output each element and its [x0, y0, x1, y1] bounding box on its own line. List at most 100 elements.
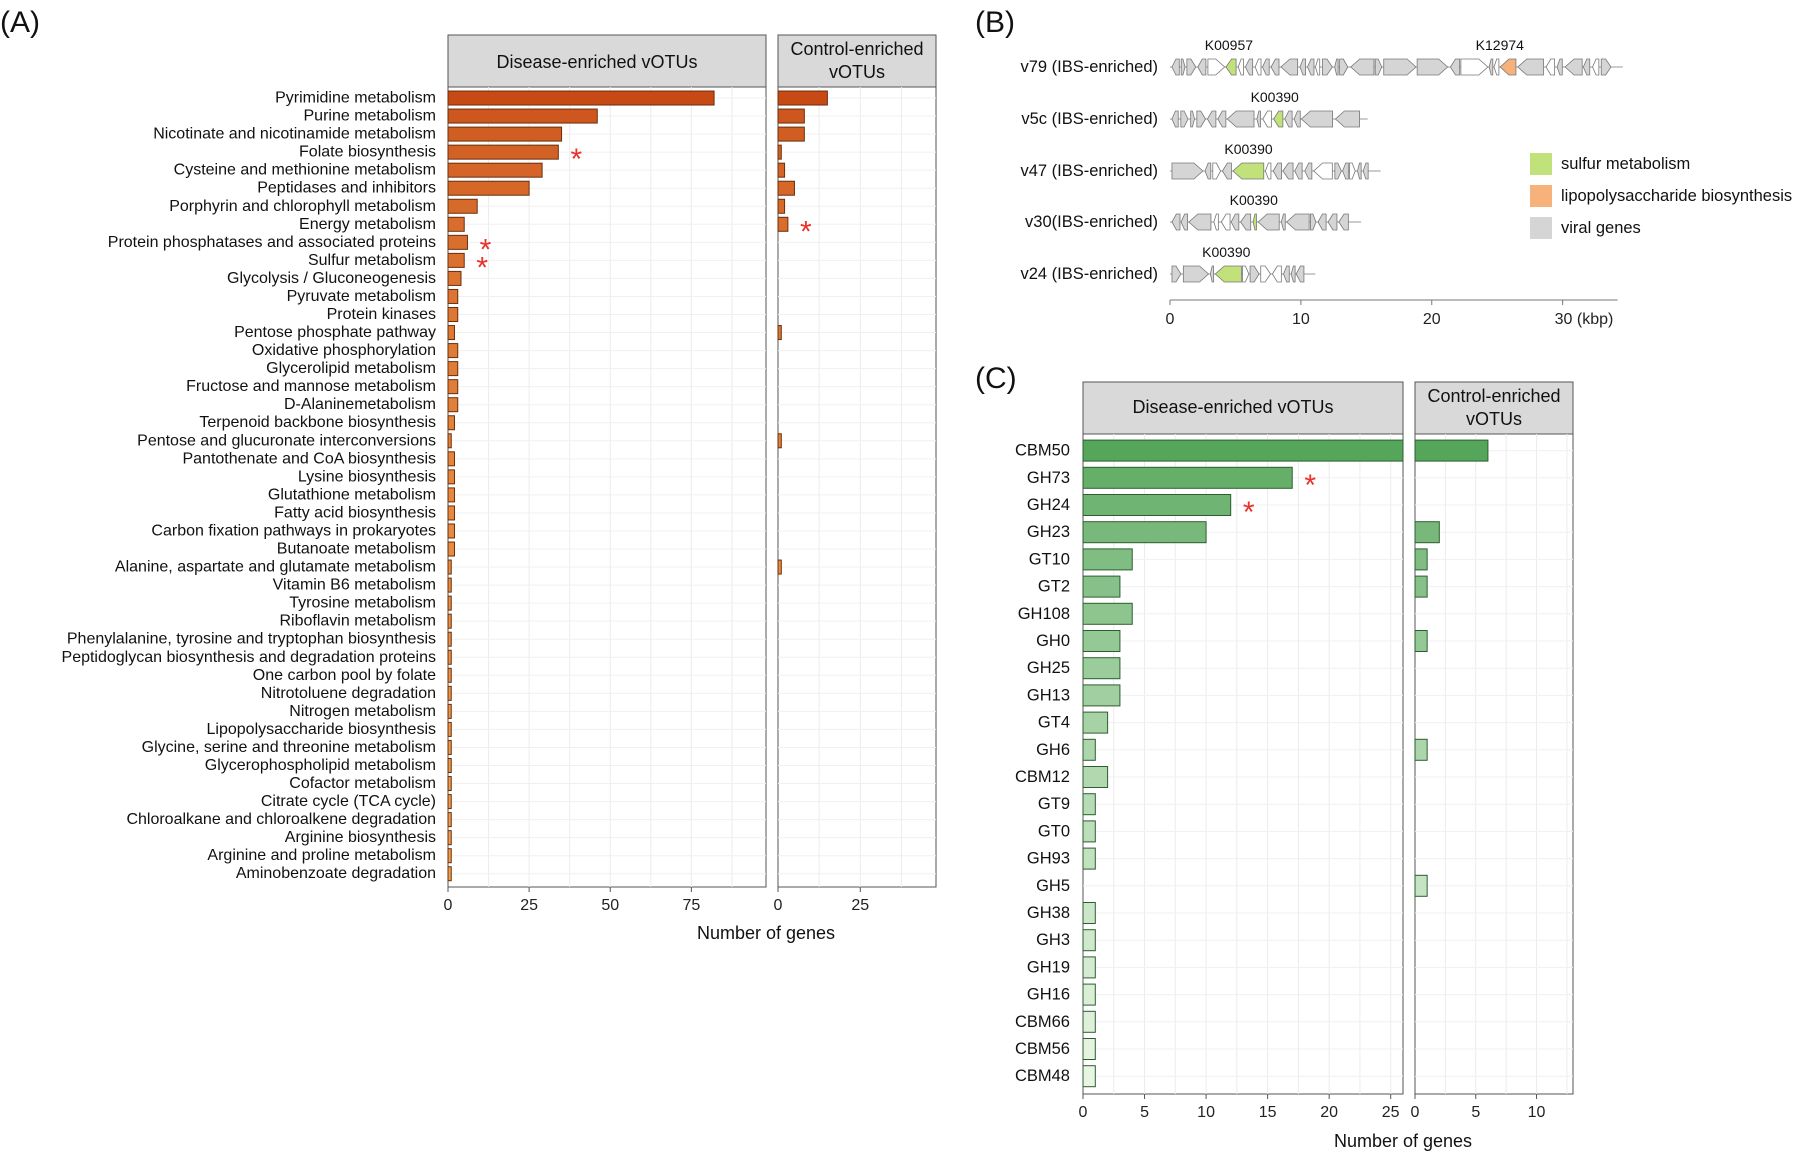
bar-disease-protein-kinases	[447, 307, 459, 322]
category-label-gh93: GH93	[1027, 850, 1070, 868]
gene-arrow	[1383, 58, 1417, 76]
category-label-glycerolipid-metabolism: Glycerolipid metabolism	[266, 360, 436, 377]
category-label-gh16: GH16	[1027, 986, 1070, 1004]
bar-disease-nitrotoluene-degradation	[447, 685, 452, 701]
significance-star-sulfur-metabolism: *	[476, 251, 488, 284]
category-label-one-carbon-pool-by-folate: One carbon pool by folate	[253, 667, 436, 684]
panel-label-c: (C)	[975, 362, 1017, 395]
gene-arrow	[1213, 213, 1219, 231]
category-label-gh5: GH5	[1036, 877, 1070, 895]
gene-arrow	[1357, 162, 1362, 180]
genome-name: v30(IBS-enriched)	[1025, 213, 1158, 231]
category-label-oxidative-phosphorylation: Oxidative phosphorylation	[252, 342, 436, 359]
gene-label-k00390: K00390	[1251, 89, 1299, 105]
category-label-folate-biosynthesis: Folate biosynthesis	[299, 144, 436, 161]
x-tick-label-control: 25	[851, 897, 869, 914]
panel-c-ticks: 0 5 10 15 20 25 0 5 10	[1079, 1094, 1546, 1121]
category-label-cofactor-metabolism: Cofactor metabolism	[289, 775, 436, 792]
category-label-sulfur-metabolism: Sulfur metabolism	[308, 252, 436, 269]
bar-disease-gt0	[1082, 820, 1096, 843]
gene-label-k00390: K00390	[1224, 141, 1272, 157]
gene-arrow	[1600, 58, 1612, 76]
category-label-cbm66: CBM66	[1015, 1013, 1070, 1031]
panel-c-chart: Disease-enriched vOTUs Control-enriched …	[1015, 381, 1574, 1151]
gene-arrow	[1349, 162, 1356, 180]
bar-disease-arginine-biosynthesis	[447, 830, 452, 846]
bar-control-purine-metabolism	[777, 108, 805, 124]
genome-name: v24 (IBS-enriched)	[1020, 265, 1158, 283]
gene-arrow	[1592, 58, 1600, 76]
legend-label-viral-genes: viral genes	[1561, 219, 1641, 237]
category-label-purine-metabolism: Purine metabolism	[304, 108, 437, 125]
panel-a-ticks: 0 25 50 75 0 25	[444, 887, 869, 914]
bar-disease-lysine-biosynthesis	[447, 469, 455, 485]
category-label-carbon-fixation-pathways-in-prokaryotes: Carbon fixation pathways in prokaryotes	[151, 522, 436, 539]
category-label-chloroalkane-and-chloroalkene-degradation: Chloroalkane and chloroalkene degradatio…	[126, 811, 436, 828]
x-tick-label-control: 5	[1471, 1104, 1480, 1121]
gene-arrow	[1260, 265, 1272, 283]
gene-arrow	[1556, 58, 1563, 76]
panel-a-bars	[447, 90, 828, 882]
bar-disease-gh108	[1082, 602, 1133, 625]
gene-arrow	[1257, 213, 1280, 231]
bar-disease-cysteine-and-methionine-metabolism	[447, 162, 543, 178]
bar-control-cysteine-and-methionine-metabolism	[777, 162, 786, 178]
genome-axis-tick-label: 0	[1166, 311, 1175, 328]
panel-b-genomes: v79 (IBS-enriched) K00957 K12974 v5c (IBS-e…	[1020, 37, 1623, 283]
panel-c-disease-plot-area	[1082, 433, 1404, 1095]
category-label-gh73: GH73	[1027, 469, 1070, 487]
gene-arrow	[1196, 110, 1206, 128]
category-label-arginine-and-proline-metabolism: Arginine and proline metabolism	[207, 847, 436, 864]
bar-disease-pentose-and-glucuronate-interconversions	[447, 433, 452, 449]
category-label-pentose-and-glucuronate-interconversions: Pentose and glucuronate interconversions	[137, 432, 436, 449]
panel-a-disease-strip	[447, 34, 767, 88]
gene-arrow	[1256, 110, 1261, 128]
bar-control-gh23	[1414, 521, 1440, 544]
gene-arrow	[1240, 213, 1252, 231]
gene-arrow	[1488, 58, 1494, 76]
legend-swatch-sulfur-metabolism	[1530, 153, 1552, 175]
bar-disease-glycerophospholipid-metabolism	[447, 758, 452, 773]
genome-axis-tick-label: 30 (kbp)	[1555, 311, 1614, 328]
gene-arrow	[1362, 162, 1369, 180]
gene-arrow	[1350, 58, 1375, 76]
category-label-glycine-serine-and-threonine-metabolism: Glycine, serine and threonine metabolism	[142, 739, 436, 756]
gene-arrow	[1322, 58, 1333, 76]
gene-arrow	[1254, 58, 1262, 76]
bar-disease-d-alaninemetabolism	[447, 397, 459, 413]
gene-arrow	[1317, 213, 1327, 231]
gene-arrow	[1416, 58, 1449, 76]
panel-a-control-plot-area	[777, 86, 937, 888]
panel-b-axis: 0 10 20 30 (kbp)	[1166, 299, 1618, 328]
bar-disease-riboflavin-metabolism	[447, 613, 452, 629]
highlighted-gene	[1214, 265, 1242, 283]
genome-track-v5c-ibs-enriched: v5c (IBS-enriched) K00390	[1021, 89, 1368, 128]
gene-arrow	[1182, 265, 1210, 283]
gene-arrow	[1206, 110, 1217, 128]
gene-arrow	[1180, 110, 1189, 128]
panel-a-control-strip-label-wrap: Control-enriched vOTUs	[790, 39, 924, 82]
bar-disease-citrate-cycle-tca-cycle	[447, 794, 452, 810]
category-label-gt9: GT9	[1038, 795, 1070, 813]
gene-arrow	[1242, 265, 1250, 283]
gene-arrow	[1272, 162, 1282, 180]
gene-arrow	[1285, 213, 1310, 231]
bar-disease-glycerolipid-metabolism	[447, 361, 459, 377]
gene-arrow	[1245, 58, 1254, 76]
category-label-gh24: GH24	[1027, 496, 1070, 514]
gene-arrow	[1282, 162, 1294, 180]
bar-control-gt2	[1414, 575, 1428, 598]
gene-arrow	[1171, 213, 1181, 231]
category-label-peptidoglycan-biosynthesis-and-degradation-proteins: Peptidoglycan biosynthesis and degradati…	[62, 649, 436, 666]
bar-disease-arginine-and-proline-metabolism	[447, 848, 452, 864]
panel-a-control-strip-label: Control-enriched vOTUs	[790, 39, 924, 82]
bar-control-folate-biosynthesis	[777, 144, 782, 160]
legend-swatch-lipopolysaccharide-biosynthesis	[1530, 185, 1552, 207]
bar-control-alanine-aspartate-and-glutamate-metabolism	[777, 559, 782, 575]
x-tick-label-control: 0	[1411, 1104, 1420, 1121]
category-label-protein-phosphatases-and-associated-proteins: Protein phosphatases and associated prot…	[108, 234, 436, 251]
x-tick-label-disease: 25	[1382, 1104, 1400, 1121]
gene-arrow	[1493, 58, 1500, 76]
gene-arrow	[1517, 58, 1544, 76]
